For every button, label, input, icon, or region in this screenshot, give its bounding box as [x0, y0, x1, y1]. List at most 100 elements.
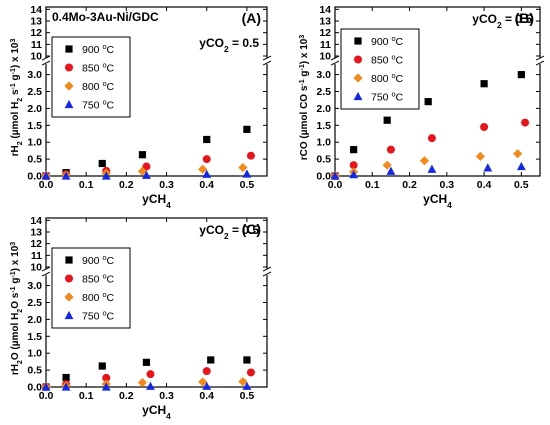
y-tick-label: 1.5: [316, 120, 331, 132]
data-point: [480, 80, 488, 88]
panel-label: (C): [242, 221, 261, 237]
data-point: [137, 378, 148, 388]
data-point: [41, 382, 51, 391]
data-point: [243, 125, 251, 133]
x-tick-label: 0.3: [440, 179, 455, 191]
plot-frame: [45, 6, 268, 177]
x-tick-label: 0.3: [159, 390, 174, 402]
legend-label: 850 oC: [82, 60, 115, 75]
x-tick-label: 0.0: [39, 390, 54, 402]
axis-break-mark: [41, 271, 51, 277]
data-point: [243, 356, 251, 364]
x-tick-label: 0.1: [79, 179, 94, 191]
y-axis-label: rCO (µmol CO s-1 g-1) x 103: [299, 35, 311, 161]
data-point: [419, 156, 430, 166]
data-point: [198, 164, 208, 174]
legend-marker: [64, 310, 74, 320]
x-tick-label: 0.3: [159, 179, 174, 191]
data-point: [238, 162, 248, 173]
data-point: [238, 376, 248, 387]
legend-marker: [65, 63, 73, 72]
axis-break-gap: [42, 58, 50, 65]
y-tick-label: 1.0: [27, 348, 42, 360]
y-tick-label: 0.5: [316, 154, 331, 166]
y-tick-label: 3.0: [27, 280, 42, 292]
data-point: [427, 134, 436, 143]
legend-marker: [64, 81, 74, 91]
legend-box: [51, 36, 131, 118]
axis-break-mark: [41, 55, 51, 61]
data-point: [513, 149, 523, 159]
data-point: [62, 373, 70, 382]
x-tick-label: 0.4: [477, 179, 492, 191]
data-point: [98, 159, 106, 168]
y-tick-label: 11: [31, 250, 42, 262]
x-axis-label: yCH4: [142, 192, 171, 210]
x-tick-label: 0.5: [240, 390, 255, 402]
figure-title: 0.4Mo-3Au-Ni/GDC: [52, 10, 159, 24]
axis-break-mark: [41, 60, 51, 66]
panel-b: 0.0 0.1 0.2 0.3 0.4 0.5 0.0 0.5 1.0 1.5 2.0 2.5 3.0 1…: [299, 4, 545, 210]
axis-break-gap: [263, 58, 271, 65]
y-tick-label: 13: [319, 16, 331, 28]
data-point: [202, 381, 212, 390]
y-tick-label: 13: [30, 16, 42, 28]
legend-label: 800 oC: [82, 79, 115, 94]
data-point: [246, 151, 255, 160]
x-tick-label: 0.5: [514, 179, 529, 191]
y-tick-label: 3.0: [27, 69, 42, 81]
data-point: [142, 170, 151, 179]
data-point: [242, 169, 252, 178]
data-point: [102, 373, 111, 382]
data-point: [349, 170, 359, 179]
data-point: [382, 160, 392, 170]
axis-break-gap: [42, 269, 50, 276]
axis-break-mark: [41, 266, 51, 272]
data-point: [137, 166, 148, 176]
data-point: [142, 358, 151, 366]
axis-break-gap: [263, 269, 271, 276]
data-point: [101, 171, 111, 180]
data-point: [203, 135, 211, 144]
panel-a: 0.0 0.1 0.2 0.3 0.4 0.5 0.0 0.5 1.0 1.5 2.0 2.5 3.0 1…: [10, 4, 272, 210]
legend-label: 800 oC: [82, 290, 115, 305]
data-point: [424, 98, 432, 106]
x-tick-label: 0.1: [365, 179, 380, 191]
panel-c: 0.0 0.1 0.2 0.3 0.4 0.5 0.0 0.5 1.0 1.5 2.0 2.5 3.0 1…: [10, 215, 272, 421]
data-point: [350, 146, 358, 154]
y-tick-label: 0.0: [27, 382, 42, 394]
x-tick-label: 0.0: [328, 179, 343, 191]
legend-box: [51, 247, 131, 329]
data-point: [242, 381, 252, 390]
y-tick-label: 0.5: [27, 154, 42, 166]
axis-break-mark: [330, 55, 340, 61]
y-tick-label: 14: [319, 4, 331, 16]
data-point: [521, 118, 530, 127]
y-tick-label: 2.0: [27, 314, 42, 326]
y-tick-label: 1.5: [27, 120, 42, 132]
panel-label: (B): [515, 10, 534, 26]
x-axis-label: yCH4: [423, 192, 452, 210]
legend-marker: [354, 55, 362, 64]
legend-marker: [353, 73, 363, 83]
data-point: [202, 155, 211, 164]
data-point: [246, 368, 255, 377]
legend-label: 900 oC: [371, 34, 404, 49]
legend-label: 850 oC: [82, 271, 115, 286]
axis-break-mark: [262, 266, 272, 272]
data-point: [61, 171, 71, 180]
data-point: [516, 161, 526, 171]
y-tick-label: 12: [30, 27, 42, 39]
y-tick-label: 10: [30, 262, 42, 274]
y-tick-label: 2.0: [316, 103, 331, 115]
y-tick-label: 10: [30, 51, 42, 63]
axis-break-mark: [262, 60, 272, 66]
y-tick-label: 2.5: [316, 86, 331, 98]
data-point: [101, 382, 111, 391]
y-tick-label: 14: [30, 215, 42, 227]
legend-marker: [65, 45, 73, 53]
legend-label: 750 oC: [82, 97, 115, 112]
legend-marker: [353, 91, 363, 101]
y-tick-label: 2.5: [27, 86, 42, 98]
data-point: [61, 382, 71, 391]
